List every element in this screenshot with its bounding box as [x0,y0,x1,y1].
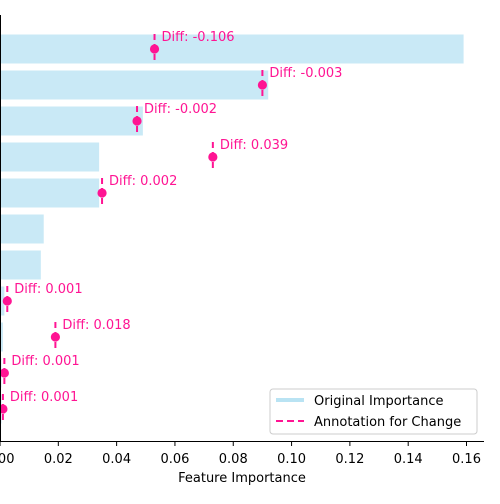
annotation-marker [257,80,268,90]
annotation-label: Diff: 0.001 [11,354,79,369]
annotation-label: Diff: 0.039 [220,138,288,153]
annotation-marker [149,44,160,54]
x-tick-label: 0.08 [219,452,248,467]
annotation-marker [97,188,107,198]
x-tick-label: 0.02 [44,452,73,467]
x-tick-label: 0.16 [452,452,481,467]
annotation-label: Diff: 0.001 [10,390,78,405]
importance-bar [0,322,3,352]
x-tick-label: 0.00 [0,452,14,467]
importance-bar [0,286,5,316]
x-tick-label: 0.14 [394,452,423,467]
x-tick-label: 0.12 [335,452,364,467]
importance-bar [0,34,464,64]
legend-entry-label: Original Importance [314,394,444,409]
annotation-marker [208,152,218,162]
annotation-label: Diff: -0.106 [162,30,235,45]
legend: Original Importance Annotation for Change [269,388,478,435]
annotation-label: Diff: 0.018 [62,318,130,333]
importance-bar [0,250,41,280]
annotations-layer: Diff: -0.106 Diff: -0.003 Diff: -0.002 Diff… [0,30,342,424]
legend-entry-label: Annotation for Change [314,415,461,430]
bars-layer [0,34,464,424]
annotation-marker [0,404,8,414]
annotation-label: Diff: 0.002 [109,174,177,189]
x-tick-label: 0.06 [160,452,189,467]
annotation-label: Diff: 0.001 [14,282,82,297]
importance-bar [0,70,269,100]
x-tick-label: 0.10 [277,452,306,467]
axes-layer: 0.00 0.02 0.04 0.06 0.08 0.10 0.12 0.14 0.16 Feat… [0,15,484,486]
annotation-label: Diff: -0.003 [269,66,342,81]
legend-box [269,388,478,435]
x-axis-label: Feature Importance [178,471,306,486]
importance-bar [0,178,100,208]
importance-bar [0,214,44,244]
importance-bar [0,106,143,136]
importance-bar [0,142,100,172]
annotation-marker [2,296,12,306]
annotation-marker [0,368,9,378]
annotation-marker [50,332,60,342]
x-tick-label: 0.04 [102,452,131,467]
annotation-label: Diff: -0.002 [144,102,217,117]
annotation-marker [132,116,142,126]
